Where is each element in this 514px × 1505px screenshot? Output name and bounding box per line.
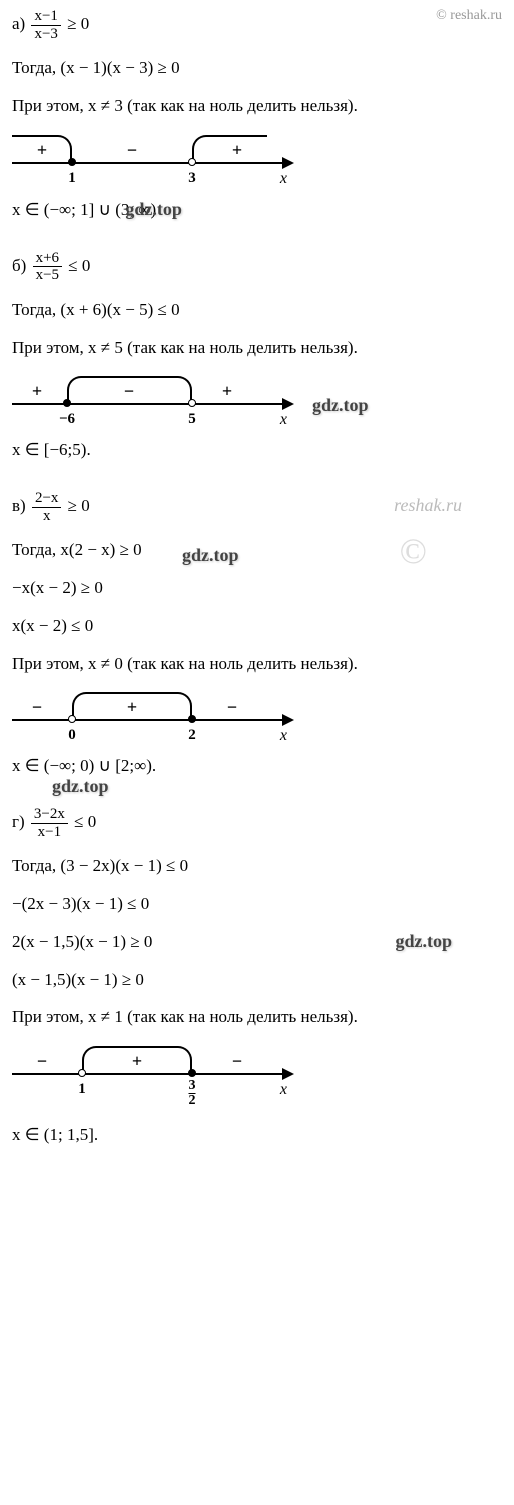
- sign-g-2: +: [132, 1051, 142, 1072]
- then-g: Тогда, (3 − 2x)(x − 1) ≤ 0: [12, 854, 502, 878]
- frac-g-num: 3−2x: [31, 806, 68, 824]
- rel-b: ≤ 0: [68, 256, 90, 275]
- ticklabel-a-1: 1: [68, 170, 76, 187]
- problem-b-header: б) x+6 x−5 ≤ 0: [12, 250, 502, 284]
- rel-g: ≤ 0: [74, 812, 96, 831]
- step2-v: x(x − 2) ≤ 0: [12, 614, 502, 638]
- ticklabel-b-1: −6: [59, 411, 75, 428]
- ticklabel-g-2-num: 3: [189, 1079, 196, 1094]
- axislabel-v: x: [280, 727, 287, 745]
- frac-a: x−1 x−3: [31, 8, 60, 42]
- frac-a-num: x−1: [31, 8, 60, 26]
- sign-a-2: −: [127, 140, 137, 161]
- problem-a-header: а) x−1 x−3 ≥ 0: [12, 8, 502, 42]
- tick-v-1: [68, 715, 76, 723]
- sign-a-3: +: [232, 140, 242, 161]
- gdz-overlay-6: gdz.top: [395, 931, 452, 952]
- tick-a-1: [68, 158, 76, 166]
- rel-a: ≥ 0: [67, 14, 89, 33]
- ticklabel-g-2-den: 2: [189, 1094, 196, 1108]
- numberline-g: 1 3 2 − + − x: [12, 1043, 292, 1113]
- label-b: б): [12, 256, 26, 275]
- sign-b-1: +: [32, 381, 42, 402]
- sign-g-1: −: [37, 1051, 47, 1072]
- numberline-a: 1 3 + − + x: [12, 132, 292, 187]
- sign-v-2: +: [127, 697, 137, 718]
- arc-a-2: [192, 135, 267, 163]
- tick-g-1: [78, 1069, 86, 1077]
- answer-g: x ∈ (1; 1,5].: [12, 1123, 502, 1147]
- answer-v-row: x ∈ (−∞; 0) ∪ [2;∞). gdz.top gdz.top: [12, 754, 502, 778]
- frac-b-num: x+6: [33, 250, 62, 268]
- answer-v: x ∈ (−∞; 0) ∪ [2;∞).: [12, 756, 156, 775]
- frac-b: x+6 x−5: [33, 250, 62, 284]
- tick-g-2: [188, 1069, 196, 1077]
- problem-g: г) 3−2x x−1 ≤ 0 Тогда, (3 − 2x)(x − 1) ≤…: [12, 806, 502, 1147]
- numberline-b: −6 5 + − + x gdz.top: [12, 373, 292, 428]
- problem-a: а) x−1 x−3 ≥ 0 Тогда, (x − 1)(x − 3) ≥ 0…: [12, 8, 502, 222]
- frac-a-den: x−3: [31, 26, 60, 43]
- cond-b: При этом, x ≠ 5 (так как на ноль делить …: [12, 336, 502, 360]
- numberline-v: 0 2 − + − x: [12, 689, 292, 744]
- cond-g: При этом, x ≠ 1 (так как на ноль делить …: [12, 1005, 502, 1029]
- sign-v-3: −: [227, 697, 237, 718]
- axislabel-a: x: [280, 170, 287, 188]
- label-g: г): [12, 812, 25, 831]
- axislabel-g: x: [280, 1081, 287, 1099]
- frac-v-den: x: [32, 508, 61, 525]
- ticklabel-g-2: 3 2: [189, 1079, 196, 1108]
- ticklabel-g-1: 1: [78, 1081, 86, 1098]
- then-v: Тогда, x(2 − x) ≥ 0: [12, 538, 502, 562]
- ticklabel-v-2: 2: [188, 727, 196, 744]
- sign-g-3: −: [232, 1051, 242, 1072]
- ticklabel-b-2: 5: [188, 411, 196, 428]
- answer-a: x ∈ (−∞; 1] ∪ (3; ∞) gdz.top: [12, 197, 502, 222]
- problem-v: в) 2−x x ≥ 0 reshak.ru Тогда, x(2 − x) ≥…: [12, 490, 502, 778]
- gdz-overlay-1: gdz.top: [125, 197, 182, 222]
- step1-g: −(2x − 3)(x − 1) ≤ 0: [12, 892, 502, 916]
- sign-b-3: +: [222, 381, 232, 402]
- frac-g: 3−2x x−1: [31, 806, 68, 840]
- tick-b-1: [63, 399, 71, 407]
- problem-b: б) x+6 x−5 ≤ 0 Тогда, (x + 6)(x − 5) ≤ 0…: [12, 250, 502, 462]
- copyright-overlay: ©: [400, 530, 427, 572]
- answer-b: x ∈ [−6;5).: [12, 438, 502, 462]
- then-b: Тогда, (x + 6)(x − 5) ≤ 0: [12, 298, 502, 322]
- gdz-overlay-2: gdz.top: [312, 395, 369, 416]
- cond-v: При этом, x ≠ 0 (так как на ноль делить …: [12, 652, 502, 676]
- rel-v: ≥ 0: [68, 496, 90, 515]
- axislabel-b: x: [280, 411, 287, 429]
- cond-a: При этом, x ≠ 3 (так как на ноль делить …: [12, 94, 502, 118]
- sign-b-2: −: [124, 381, 134, 402]
- step1-v: −x(x − 2) ≥ 0: [12, 576, 502, 600]
- frac-v-num: 2−x: [32, 490, 61, 508]
- tick-a-2: [188, 158, 196, 166]
- ticklabel-v-1: 0: [68, 727, 76, 744]
- frac-g-den: x−1: [31, 824, 68, 841]
- ticklabel-a-2: 3: [188, 170, 196, 187]
- label-a: а): [12, 14, 25, 33]
- problem-g-header: г) 3−2x x−1 ≤ 0: [12, 806, 502, 840]
- frac-b-den: x−5: [33, 267, 62, 284]
- frac-v: 2−x x: [32, 490, 61, 524]
- tick-v-2: [188, 715, 196, 723]
- label-v: в): [12, 496, 26, 515]
- reshak-overlay: reshak.ru: [394, 495, 462, 516]
- watermark-corner: © reshak.ru: [436, 8, 502, 24]
- sign-a-1: +: [37, 140, 47, 161]
- gdz-overlay-5: gdz.top: [52, 774, 109, 799]
- tick-b-2: [188, 399, 196, 407]
- step3-g: (x − 1,5)(x − 1) ≥ 0: [12, 968, 502, 992]
- gdz-overlay-3: gdz.top: [182, 545, 239, 566]
- then-a: Тогда, (x − 1)(x − 3) ≥ 0: [12, 56, 502, 80]
- sign-v-1: −: [32, 697, 42, 718]
